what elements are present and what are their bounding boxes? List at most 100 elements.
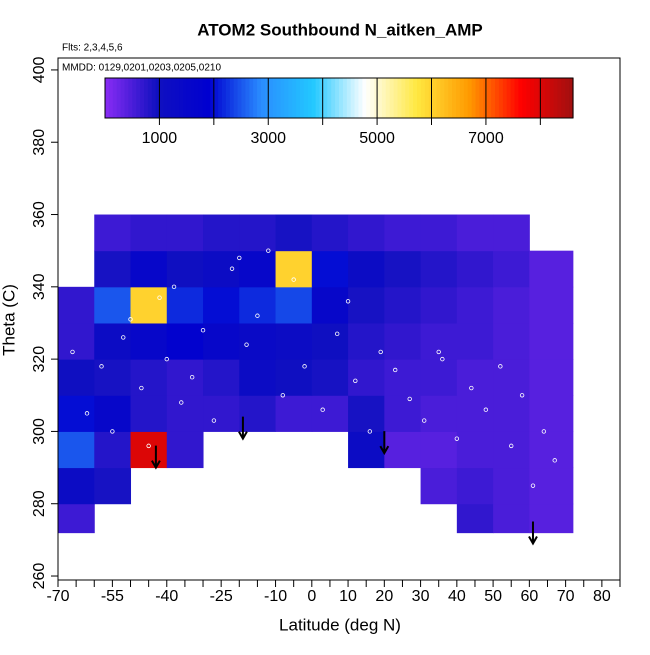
y-tick-label: 360 (31, 201, 48, 228)
colorbar-swatch (534, 78, 539, 118)
x-tick-label: -40 (155, 588, 178, 605)
colorbar-swatch (249, 78, 254, 118)
observation-point (164, 356, 169, 362)
x-tick-label: 20 (375, 588, 393, 605)
heatmap-cell (384, 431, 422, 469)
colorbar-swatch (105, 78, 110, 118)
heatmap-cell (203, 359, 240, 396)
heatmap-cell (58, 395, 95, 432)
observation-point (237, 255, 242, 261)
observation-point (157, 295, 162, 300)
heatmap-cell (384, 214, 422, 252)
heatmap-cell (130, 431, 168, 469)
colorbar-swatch (417, 78, 422, 118)
x-axis-label: Latitude (deg N) (279, 615, 401, 634)
heatmap-cell (420, 322, 458, 360)
heatmap-cell (239, 322, 277, 360)
colorbar-swatch (366, 78, 371, 118)
observation-point (320, 407, 325, 412)
colorbar-swatch (362, 78, 367, 118)
observation-point (530, 483, 536, 488)
colorbar-swatch (510, 78, 516, 118)
heatmap-cell (384, 286, 422, 324)
colorbar-swatch (214, 78, 219, 118)
heatmap-cell (275, 395, 313, 432)
heatmap-cell (275, 214, 313, 252)
plot-frame (57, 57, 621, 581)
heatmap-cell (58, 359, 95, 396)
x-tick-label: 50 (484, 588, 502, 605)
heatmap-cell (493, 250, 530, 288)
colorbar-swatch (151, 78, 157, 118)
x-tick-label: 30 (412, 588, 430, 605)
x-tick-label: -25 (210, 588, 233, 605)
colorbar-swatch (495, 78, 500, 118)
colorbar-swatch (463, 78, 469, 118)
colorbar-swatch (233, 78, 239, 118)
heatmap-cell (456, 286, 494, 324)
colorbar-swatch (374, 78, 379, 118)
colorbar-swatch (175, 78, 180, 118)
heatmap-cell (529, 250, 574, 288)
colorbar-swatch (339, 78, 344, 118)
observation-point (291, 277, 296, 282)
heatmap-cell (130, 359, 168, 396)
colorbar-swatch (284, 78, 289, 118)
y-tick-label: 320 (31, 346, 48, 373)
observation-point (393, 367, 398, 373)
arrow (528, 521, 538, 546)
annotation: MMDD: 0129,0201,0203,0205,0210 (62, 63, 221, 74)
colorbar-swatch (381, 78, 387, 118)
observation-point (519, 393, 525, 398)
colorbar-swatch (241, 78, 246, 118)
x-tick-label: -55 (101, 588, 124, 605)
heatmap-cell (384, 359, 422, 396)
observation-point (407, 396, 412, 402)
heatmap-cell (348, 250, 385, 288)
colorbar-tick-label: 3000 (250, 130, 286, 147)
observation-point (146, 443, 151, 449)
heatmap-cell (203, 322, 240, 360)
y-tick-label: 400 (31, 56, 48, 83)
heatmap-cell (275, 250, 313, 288)
heatmap-cell (348, 286, 385, 324)
heatmap-cell (456, 467, 494, 505)
heatmap-cell (311, 322, 349, 360)
colorbar-swatch (280, 78, 285, 118)
heatmap-cell (239, 250, 277, 288)
y-tick-label: 280 (31, 490, 48, 517)
heatmap-cell (130, 322, 168, 360)
colorbar-swatch (401, 78, 406, 118)
heatmap-cell (166, 250, 204, 288)
colorbar-swatch (147, 78, 153, 118)
heatmap-cell (493, 431, 530, 469)
x-tick-label: 0 (307, 588, 316, 605)
observation-point (280, 393, 285, 398)
observation-point (498, 364, 503, 369)
heatmap-cell (94, 467, 132, 505)
x-tick-label: -70 (46, 588, 69, 605)
heatmap-cell (420, 395, 458, 432)
colorbar-swatch (327, 78, 332, 118)
heatmap-cell (94, 214, 132, 252)
colorbar-swatch (479, 78, 484, 118)
x-tick-label: 70 (557, 588, 575, 605)
colorbar-swatch (206, 78, 211, 118)
colorbar-tick-label: 5000 (359, 130, 395, 147)
heatmap-cell (239, 395, 277, 432)
colorbar-swatch (545, 78, 551, 118)
colorbar-swatch (319, 78, 324, 118)
heatmap-cell (94, 286, 132, 324)
colorbar-swatch (190, 78, 196, 118)
colorbar-swatch (385, 78, 391, 118)
heatmap-cell (203, 395, 240, 432)
colorbar-tick-label: 1000 (142, 130, 178, 147)
colorbar-swatch (222, 78, 227, 118)
colorbar-swatch (444, 78, 449, 118)
heatmap-cell (456, 322, 494, 360)
colorbar-swatch (378, 78, 383, 118)
heatmap-cell (275, 359, 313, 396)
heatmap-cell (529, 286, 574, 324)
colorbar-swatch (413, 78, 418, 118)
heatmap-cell (456, 503, 494, 534)
